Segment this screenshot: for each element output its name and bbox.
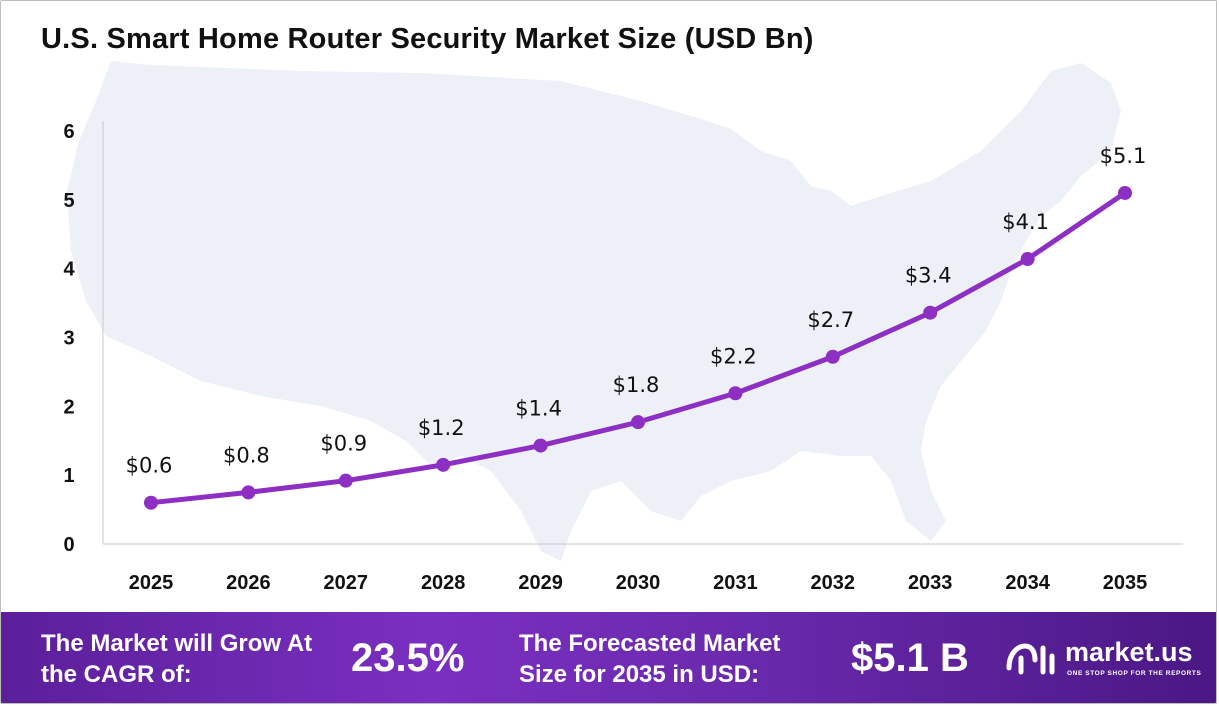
brand-name: market.us [1065, 637, 1193, 667]
data-label: $0.6 [126, 454, 173, 478]
y-tick-label: 1 [63, 465, 74, 487]
data-point[interactable] [728, 386, 743, 401]
x-tick-label: 2031 [713, 572, 758, 594]
x-tick-label: 2030 [616, 572, 661, 594]
brand-tagline: ONE STOP SHOP FOR THE REPORTS [1067, 670, 1202, 677]
data-label: $2.7 [807, 308, 854, 332]
data-label: $2.2 [710, 344, 757, 368]
data-point[interactable] [338, 473, 353, 488]
data-label: $1.4 [515, 397, 562, 421]
data-point[interactable] [1118, 185, 1132, 200]
chart-title: U.S. Smart Home Router Security Market S… [41, 23, 814, 55]
data-label: $0.9 [320, 432, 367, 456]
brand-logo-icon [1006, 643, 1055, 675]
data-point[interactable] [1020, 252, 1035, 267]
forecast-value: $5.1 B [851, 636, 969, 680]
x-tick-label: 2034 [1005, 572, 1050, 594]
data-label: $1.2 [418, 416, 465, 440]
x-tick-label: 2025 [129, 572, 174, 594]
data-point[interactable] [923, 305, 938, 320]
x-tick-label: 2035 [1103, 572, 1148, 594]
x-tick-label: 2028 [421, 572, 466, 594]
data-point[interactable] [436, 457, 451, 472]
us-map-silhouette [67, 61, 1121, 561]
data-label: $3.4 [905, 264, 952, 288]
x-tick-label: 2027 [324, 572, 369, 594]
cagr-value: 23.5% [351, 636, 465, 680]
y-tick-label: 4 [63, 259, 75, 281]
forecast-label: The Forecasted Market Size for 2035 in U… [519, 630, 781, 688]
chart-area: 0 1 2 3 4 5 6 2025 2026 2027 2028 2029 2030 2031 2032 2… [63, 61, 1183, 594]
y-tick-label: 5 [63, 190, 74, 212]
summary-footer: The Market will Grow At the CAGR of: 23.… [1, 612, 1216, 703]
y-tick-label: 3 [63, 328, 74, 350]
cagr-label: The Market will Grow At the CAGR of: [41, 630, 313, 688]
x-tick-label: 2029 [518, 572, 563, 594]
data-point[interactable] [241, 485, 256, 500]
data-point[interactable] [144, 495, 158, 510]
y-tick-label: 0 [63, 534, 74, 556]
data-label: $1.8 [613, 373, 660, 397]
data-label: $4.1 [1002, 210, 1049, 234]
y-tick-label: 2 [63, 396, 74, 418]
data-label: $5.1 [1100, 144, 1147, 168]
data-point[interactable] [631, 415, 645, 430]
x-tick-label: 2026 [226, 572, 271, 594]
x-tick-label: 2033 [908, 572, 953, 594]
y-tick-label: 6 [63, 121, 74, 143]
x-tick-label: 2032 [811, 572, 856, 594]
data-label: $0.8 [223, 443, 270, 467]
brand-logo[interactable]: market.us ONE STOP SHOP FOR THE REPORTS [1005, 634, 1215, 684]
data-point[interactable] [533, 438, 548, 453]
data-point[interactable] [825, 349, 840, 364]
